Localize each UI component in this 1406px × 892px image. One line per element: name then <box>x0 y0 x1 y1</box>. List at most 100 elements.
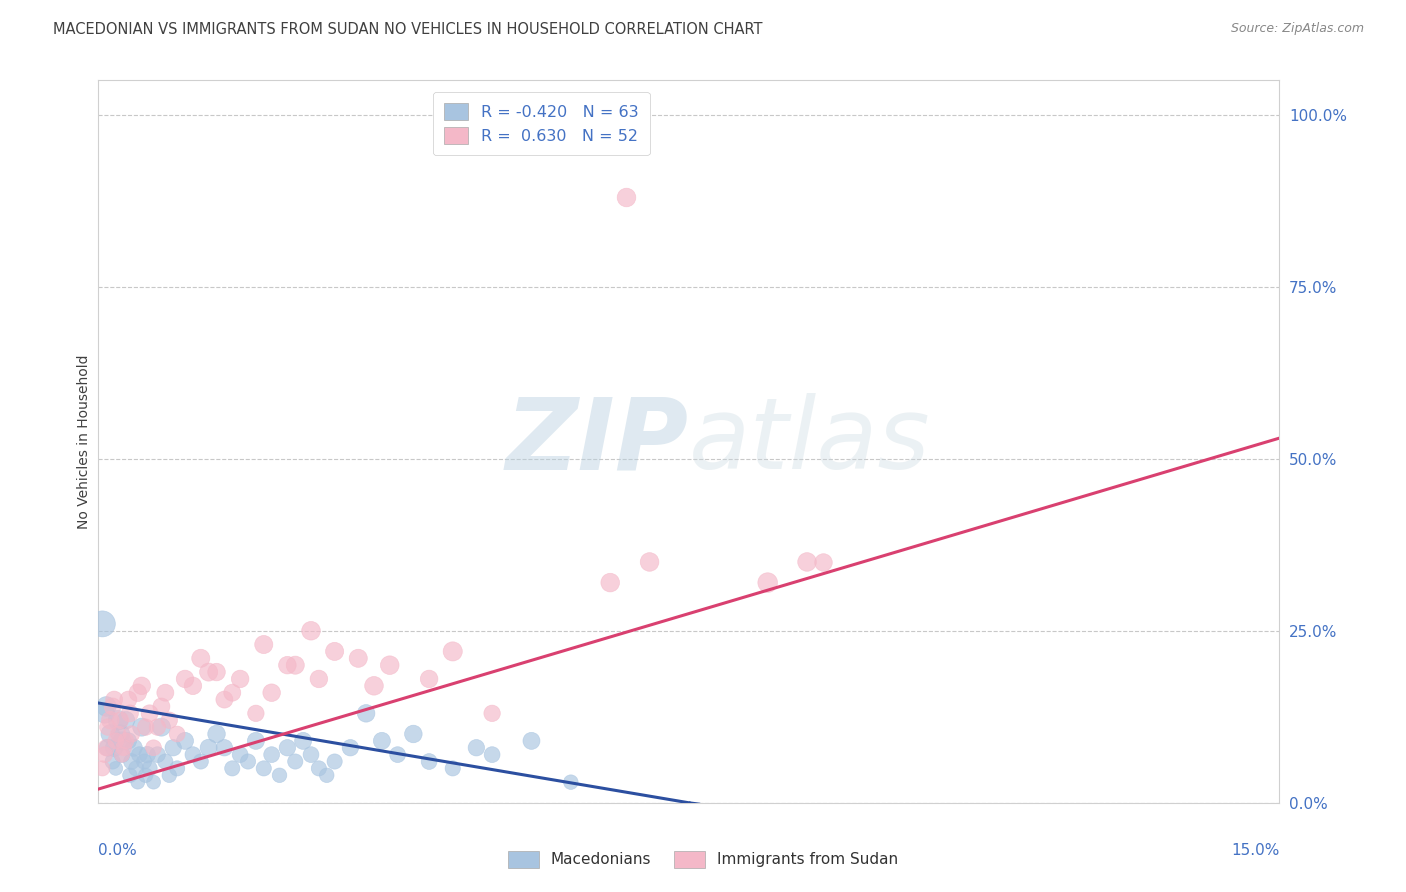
Point <box>181 679 204 693</box>
Point <box>308 672 330 686</box>
Point <box>236 755 259 769</box>
Point <box>276 740 298 755</box>
Point <box>115 713 138 727</box>
Point <box>117 692 139 706</box>
Point <box>157 768 180 782</box>
Point <box>299 624 322 638</box>
Text: Source: ZipAtlas.com: Source: ZipAtlas.com <box>1230 22 1364 36</box>
Point <box>110 713 132 727</box>
Legend: Macedonians, Immigrants from Sudan: Macedonians, Immigrants from Sudan <box>502 845 904 873</box>
Point <box>98 713 121 727</box>
Point <box>127 686 149 700</box>
Point <box>253 638 276 652</box>
Point <box>205 665 228 679</box>
Point <box>110 727 132 741</box>
Point <box>229 747 252 762</box>
Point <box>756 575 779 590</box>
Point <box>115 734 138 748</box>
Point <box>131 720 153 734</box>
Legend: R = -0.420   N = 63, R =  0.630   N = 52: R = -0.420 N = 63, R = 0.630 N = 52 <box>433 92 650 155</box>
Point <box>418 755 440 769</box>
Point <box>91 761 114 775</box>
Point <box>354 706 377 721</box>
Point <box>118 768 141 782</box>
Point <box>190 651 212 665</box>
Point <box>97 720 120 734</box>
Text: 15.0%: 15.0% <box>1232 843 1279 857</box>
Point <box>308 761 330 775</box>
Point <box>107 713 129 727</box>
Point <box>101 699 124 714</box>
Point <box>142 740 165 755</box>
Point <box>128 747 150 762</box>
Point <box>276 658 298 673</box>
Point <box>155 755 177 769</box>
Point <box>146 747 169 762</box>
Point <box>122 740 145 755</box>
Point <box>614 190 637 204</box>
Point <box>323 644 346 658</box>
Point <box>111 734 134 748</box>
Point <box>174 734 197 748</box>
Point <box>103 692 125 706</box>
Point <box>96 740 118 755</box>
Point <box>150 699 173 714</box>
Point <box>136 747 159 762</box>
Point <box>481 706 503 721</box>
Point <box>299 747 322 762</box>
Point <box>638 555 661 569</box>
Point <box>96 699 118 714</box>
Y-axis label: No Vehicles in Household: No Vehicles in Household <box>77 354 91 529</box>
Point <box>284 755 307 769</box>
Point <box>166 727 188 741</box>
Point <box>135 768 157 782</box>
Point <box>253 761 276 775</box>
Point <box>103 740 125 755</box>
Point <box>292 734 315 748</box>
Text: 0.0%: 0.0% <box>98 843 138 857</box>
Point <box>107 727 129 741</box>
Point <box>260 686 283 700</box>
Point <box>98 727 121 741</box>
Point <box>599 575 621 590</box>
Point <box>142 775 165 789</box>
Point <box>112 740 135 755</box>
Point <box>190 755 212 769</box>
Point <box>97 740 120 755</box>
Point <box>138 761 160 775</box>
Point <box>221 686 243 700</box>
Point <box>117 734 139 748</box>
Point <box>363 679 385 693</box>
Point <box>371 734 394 748</box>
Text: MACEDONIAN VS IMMIGRANTS FROM SUDAN NO VEHICLES IN HOUSEHOLD CORRELATION CHART: MACEDONIAN VS IMMIGRANTS FROM SUDAN NO V… <box>53 22 763 37</box>
Text: ZIP: ZIP <box>506 393 689 490</box>
Point <box>93 747 115 762</box>
Point <box>125 761 148 775</box>
Point <box>347 651 370 665</box>
Text: atlas: atlas <box>689 393 931 490</box>
Point <box>441 644 464 658</box>
Point <box>245 706 267 721</box>
Point <box>162 740 184 755</box>
Point <box>146 720 169 734</box>
Point <box>138 706 160 721</box>
Point <box>181 747 204 762</box>
Point <box>104 734 127 748</box>
Point <box>214 692 236 706</box>
Point <box>127 775 149 789</box>
Point <box>111 747 134 762</box>
Point <box>221 761 243 775</box>
Point <box>93 706 115 721</box>
Point <box>197 740 219 755</box>
Point <box>157 713 180 727</box>
Point <box>104 761 127 775</box>
Point <box>245 734 267 748</box>
Point <box>315 768 337 782</box>
Point <box>260 747 283 762</box>
Point <box>229 672 252 686</box>
Point <box>91 616 114 631</box>
Point <box>197 665 219 679</box>
Point <box>323 755 346 769</box>
Point <box>441 761 464 775</box>
Point <box>402 727 425 741</box>
